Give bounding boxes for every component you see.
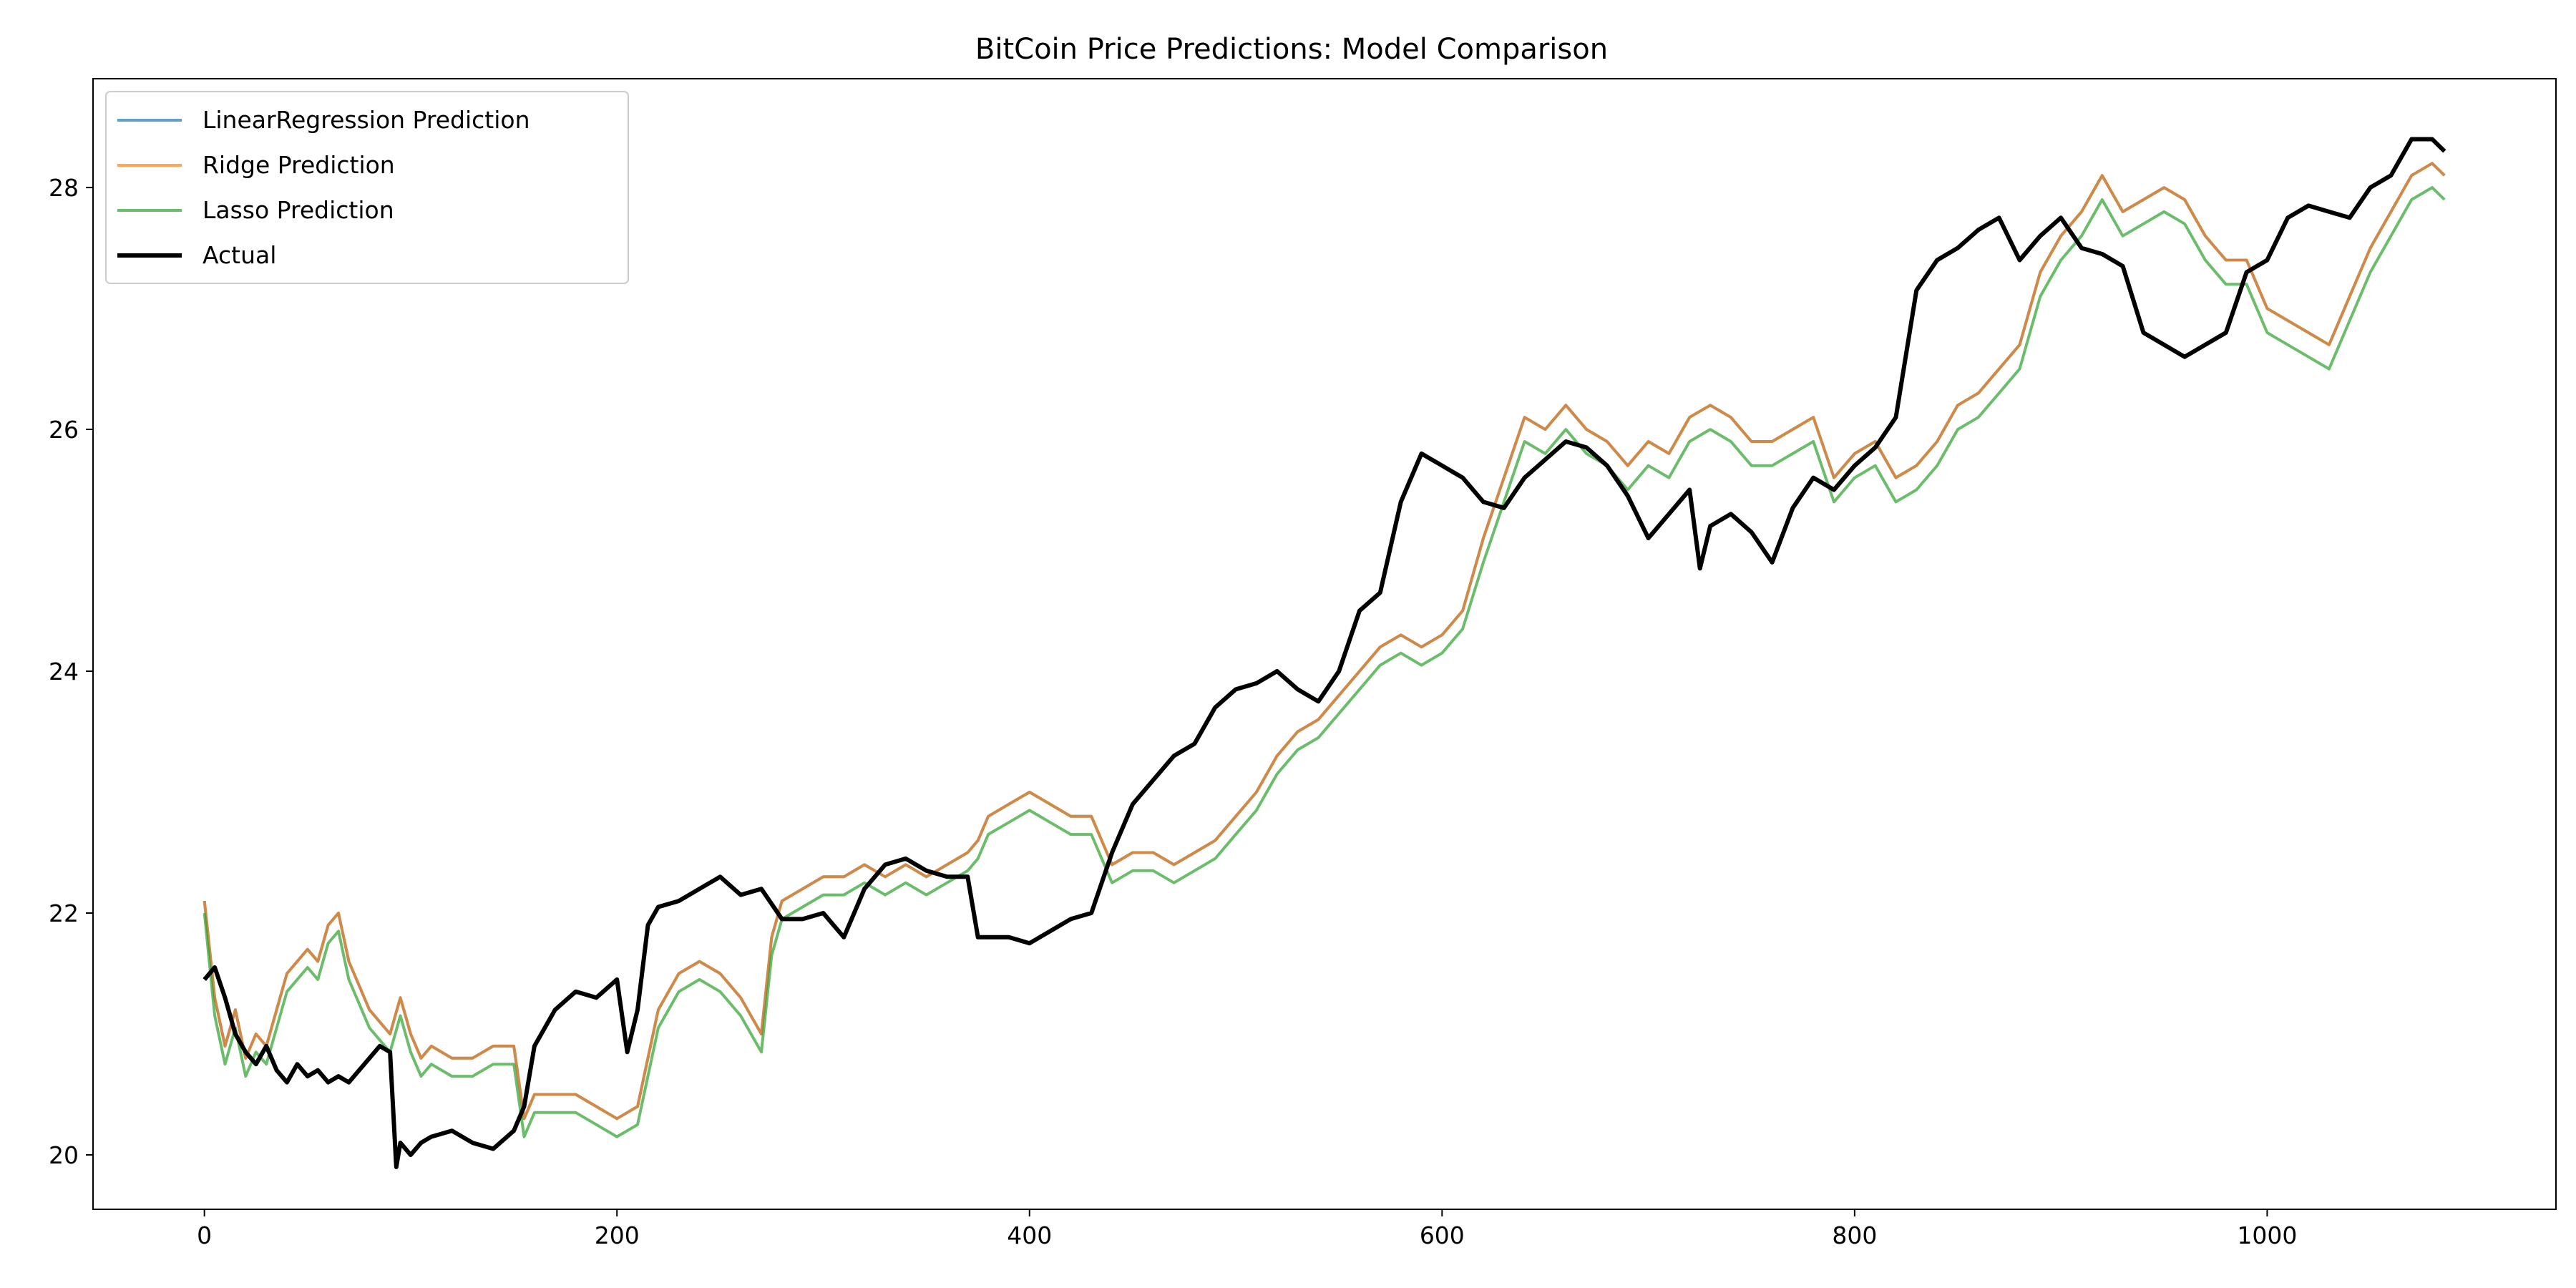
y-tick-label: 24 xyxy=(49,658,79,686)
x-tick-label: 800 xyxy=(1832,1221,1877,1249)
legend-label: Lasso Prediction xyxy=(203,196,394,224)
legend-label: Ridge Prediction xyxy=(203,151,395,179)
chart-title: BitCoin Price Predictions: Model Compari… xyxy=(975,33,1608,66)
y-tick-label: 20 xyxy=(49,1141,79,1169)
plot-area: 0 200 400 600 800 1000 20 22 24 26 28 xyxy=(49,78,2557,1249)
x-tick-label: 200 xyxy=(595,1221,640,1249)
y-tick-label: 22 xyxy=(49,899,79,927)
series-layer xyxy=(203,137,2446,1169)
legend: LinearRegression Prediction Ridge Predict… xyxy=(105,91,629,284)
series-line-1 xyxy=(203,162,2446,1121)
series-line-3 xyxy=(203,137,2446,1169)
y-tick-label: 28 xyxy=(49,174,79,202)
legend-label: LinearRegression Prediction xyxy=(203,106,530,134)
y-axis: 20 22 24 26 28 xyxy=(49,174,93,1169)
x-tick-label: 0 xyxy=(197,1221,212,1249)
series-line-2 xyxy=(203,186,2446,1138)
x-axis: 0 200 400 600 800 1000 xyxy=(197,1209,2297,1249)
x-tick-label: 1000 xyxy=(2237,1221,2297,1249)
y-tick-label: 26 xyxy=(49,416,79,444)
x-tick-label: 400 xyxy=(1007,1221,1052,1249)
legend-box xyxy=(105,91,629,284)
axes-frame xyxy=(92,78,2557,1210)
x-tick-label: 600 xyxy=(1420,1221,1465,1249)
legend-label: Actual xyxy=(203,241,276,269)
